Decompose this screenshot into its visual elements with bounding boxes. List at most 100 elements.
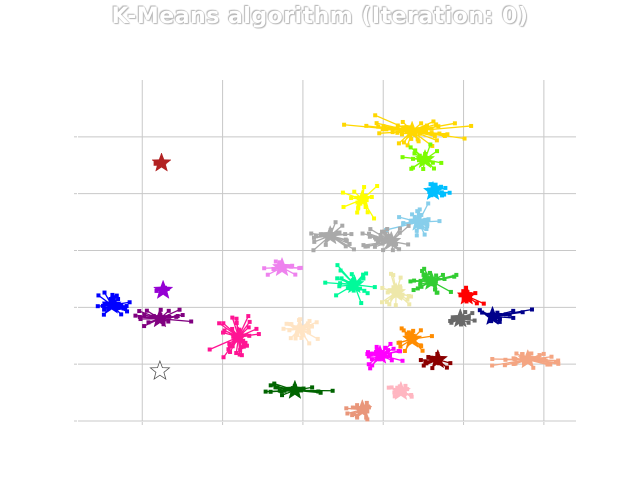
data-point <box>434 138 439 143</box>
data-point <box>545 362 550 367</box>
data-point <box>116 305 121 310</box>
data-point <box>374 121 379 126</box>
data-point <box>401 125 406 130</box>
data-point <box>125 309 130 314</box>
data-point <box>349 196 354 201</box>
data-point <box>474 301 479 306</box>
data-point <box>434 273 439 278</box>
data-point <box>389 385 394 390</box>
data-point <box>537 353 542 358</box>
data-point <box>146 320 151 325</box>
data-point <box>409 136 414 141</box>
centroid-star <box>352 398 373 419</box>
data-point <box>318 232 323 237</box>
data-point <box>397 230 402 235</box>
data-point <box>449 320 454 325</box>
data-point <box>116 297 121 302</box>
data-point <box>318 390 323 395</box>
data-point <box>387 233 392 238</box>
data-point <box>407 302 412 307</box>
data-point <box>431 166 436 171</box>
data-point <box>372 216 377 221</box>
data-point <box>180 313 185 318</box>
data-point <box>406 223 411 228</box>
data-point <box>273 385 278 390</box>
data-point <box>383 345 388 350</box>
data-point <box>527 351 532 356</box>
data-point <box>365 409 370 414</box>
data-point <box>323 242 328 247</box>
data-point <box>454 272 459 277</box>
data-point <box>373 113 378 118</box>
data-point <box>396 349 401 354</box>
data-point <box>466 320 471 325</box>
data-point <box>413 148 418 153</box>
data-point <box>364 271 369 276</box>
data-point <box>339 276 344 281</box>
data-point <box>404 331 409 336</box>
data-point <box>153 161 158 166</box>
data-point <box>416 139 421 144</box>
data-point <box>423 221 428 226</box>
data-point <box>221 355 226 360</box>
data-point <box>412 214 417 219</box>
centroid-star <box>414 148 436 169</box>
data-point <box>380 285 385 290</box>
data-point <box>390 130 395 135</box>
data-point <box>397 215 402 220</box>
data-point <box>507 312 512 317</box>
centroid-star <box>320 224 341 245</box>
data-point <box>426 355 431 360</box>
data-point <box>511 315 516 320</box>
data-point <box>377 237 382 242</box>
centroid-star <box>149 307 171 328</box>
data-point <box>419 284 424 289</box>
data-point <box>421 363 426 368</box>
data-point <box>497 316 502 321</box>
data-point <box>228 349 233 354</box>
data-point <box>305 321 310 326</box>
data-point <box>133 313 138 318</box>
data-point <box>406 242 411 247</box>
data-point <box>289 264 294 269</box>
data-point <box>490 357 495 362</box>
data-point <box>426 217 431 222</box>
data-point <box>556 361 561 366</box>
data-point <box>408 220 413 225</box>
data-point <box>383 231 388 236</box>
data-point <box>440 193 445 198</box>
data-point <box>338 268 343 273</box>
data-point <box>395 385 400 390</box>
data-point <box>284 387 289 392</box>
data-point <box>288 322 293 327</box>
centroid-markers <box>101 120 538 419</box>
data-point <box>412 278 417 283</box>
data-point <box>254 326 259 331</box>
data-point <box>394 242 399 247</box>
data-point <box>477 308 482 313</box>
data-point <box>420 128 425 133</box>
data-point <box>351 412 356 417</box>
data-point <box>299 335 304 340</box>
data-point <box>417 153 422 158</box>
data-point <box>349 272 354 277</box>
data-point <box>351 247 356 252</box>
data-point <box>381 248 386 253</box>
data-point <box>424 123 429 128</box>
data-point <box>234 351 239 356</box>
data-point <box>464 299 469 304</box>
data-point <box>343 244 348 249</box>
centroid-star <box>421 270 442 290</box>
data-point <box>392 394 397 399</box>
data-point <box>385 227 390 232</box>
data-point <box>340 190 345 195</box>
data-point <box>391 273 396 278</box>
data-point <box>374 344 379 349</box>
data-point <box>384 354 389 359</box>
centroid-star <box>401 328 423 348</box>
data-point <box>400 292 405 297</box>
data-point <box>110 292 115 297</box>
data-point <box>359 301 364 306</box>
data-point <box>307 318 312 323</box>
centroid-star <box>149 359 171 381</box>
